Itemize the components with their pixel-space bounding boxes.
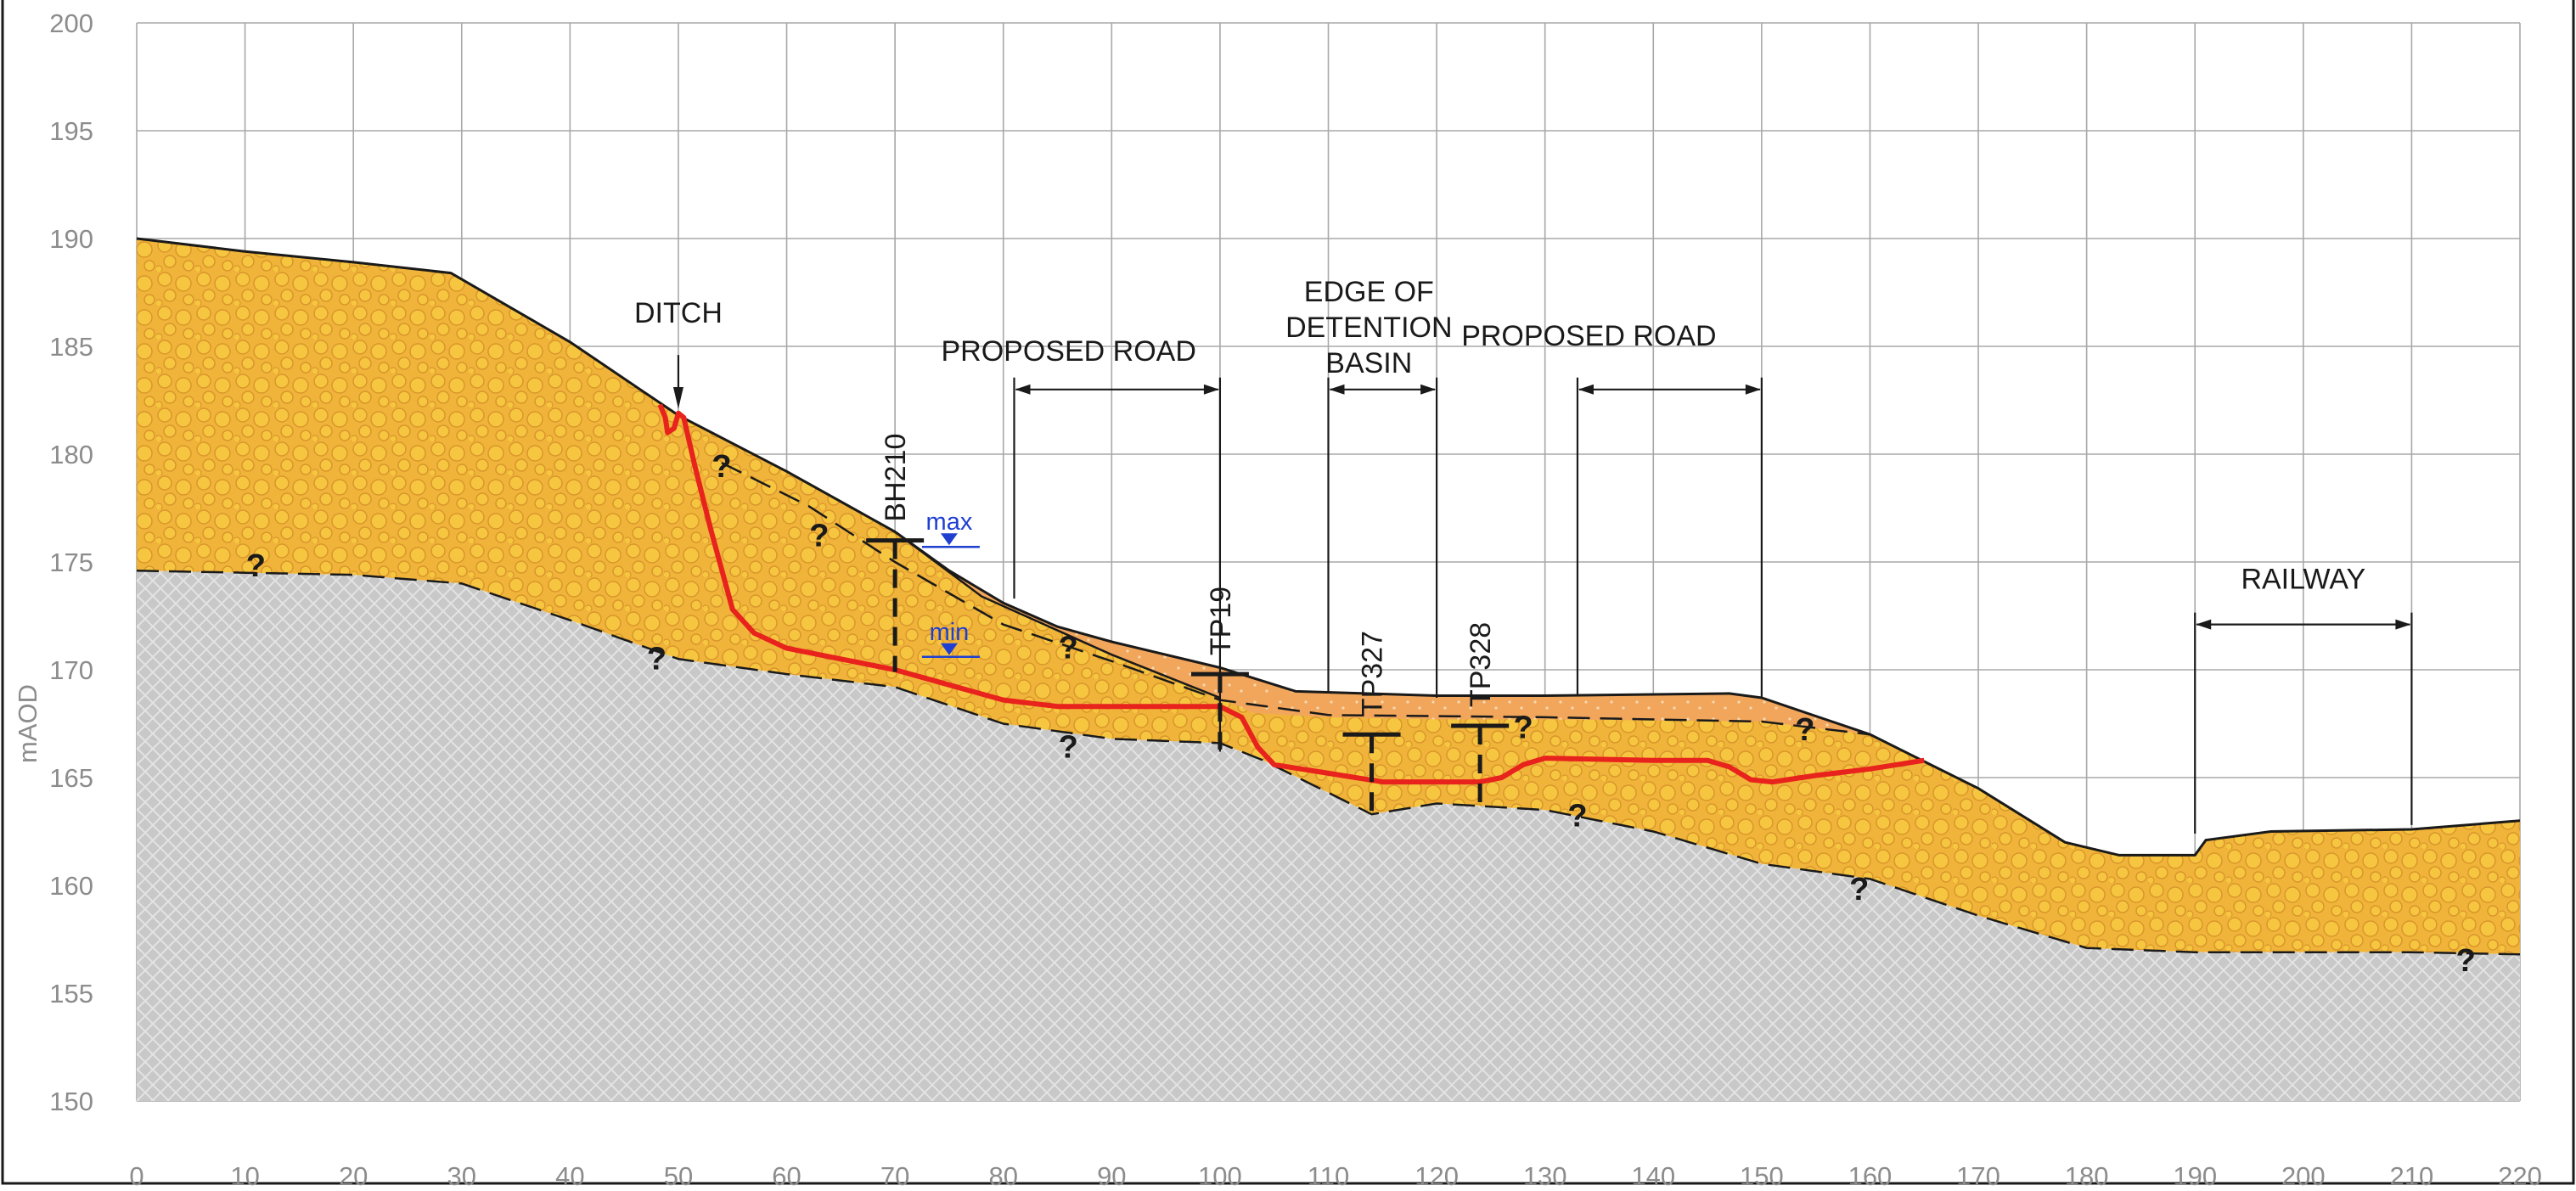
x-tick-label: 210 [2390,1161,2434,1191]
x-tick-label: 160 [1848,1161,1893,1191]
y-tick-label: 190 [49,224,93,254]
y-tick-label: 155 [49,979,93,1008]
strata [137,239,2520,1101]
ground-surface-line [136,237,2521,857]
borehole-label-TP328: TP328 [1465,622,1497,707]
y-tick-label: 175 [49,548,93,577]
made-ground-boundary-line [721,462,1870,736]
borehole-label-BH210: BH210 [880,434,912,522]
deposit-fill [137,239,2520,955]
x-tick-label: 200 [2281,1161,2326,1191]
detention-basin-arrow-left [1329,384,1345,395]
x-tick-label: 60 [772,1161,801,1191]
x-tick-label: 190 [2173,1161,2217,1191]
x-tick-label: 180 [2065,1161,2109,1191]
detention-basin-arrow-right [1420,384,1437,395]
uncertain-boundary-mark: ? [711,449,731,485]
proposed-road-1-label: PROPOSED ROAD [942,335,1196,368]
uncertain-boundary-mark: ? [809,519,829,554]
uncertain-boundary-mark: ? [1849,872,1869,907]
water-level-label-min: min [930,619,970,646]
x-tick-label: 30 [447,1161,476,1191]
y-axis-label: mAOD [13,684,42,763]
x-tick-label: 100 [1198,1161,1242,1191]
railway-arrow-left [2196,619,2212,630]
y-tick-label: 195 [49,116,93,146]
profile-lines [136,237,2521,956]
detention-basin-label-line-3: BASIN [1325,347,1412,379]
x-tick-label: 0 [129,1161,143,1191]
x-tick-label: 50 [664,1161,693,1191]
uncertain-boundary-mark: ? [1059,729,1078,765]
proposed-road-1-arrow-left [1015,384,1031,395]
ditch-arrow-head [672,387,683,409]
x-tick-label: 110 [1308,1161,1349,1191]
y-tick-label: 170 [49,655,93,685]
features [672,355,2413,834]
uncertain-boundary-mark: ? [246,548,266,584]
uncertain-boundary-mark: ? [647,641,666,677]
uncertain-boundary-mark: ? [1795,712,1814,748]
y-tick-label: 165 [49,763,93,793]
y-tick-label: 180 [49,440,93,469]
water-level-triangle-max [940,533,958,546]
water-level-triangle-min [940,643,958,655]
x-tick-label: 120 [1415,1161,1459,1191]
proposed-road-2-label: PROPOSED ROAD [1461,320,1716,352]
uncertain-boundary-mark: ? [1059,631,1078,666]
proposed-road-2-arrow-right [1745,384,1761,395]
x-tick-label: 10 [230,1161,259,1191]
x-tick-label: 90 [1097,1161,1126,1191]
detention-basin-label-line-2: DETENTION [1285,312,1452,344]
y-tick-label: 150 [49,1087,93,1116]
x-tick-label: 80 [988,1161,1017,1191]
railway-arrow-right [2395,619,2411,630]
bedrock-boundary-line [136,569,2521,956]
ditch-label: DITCH [634,297,723,329]
borehole-label-TP327: TP327 [1357,631,1389,716]
borehole-label-TP19: TP19 [1205,587,1237,655]
x-tick-label: 40 [555,1161,584,1191]
slip-surface-line [657,403,1925,785]
x-tick-label: 170 [1956,1161,2000,1191]
bedrock-fill [137,570,2520,1101]
y-tick-label: 185 [49,332,93,362]
x-tick-label: 20 [339,1161,368,1191]
y-tick-label: 200 [49,8,93,38]
x-tick-label: 150 [1740,1161,1784,1191]
x-tick-label: 220 [2498,1161,2542,1191]
water-level-label-max: max [926,508,973,536]
uncertain-boundary-mark: ? [1514,711,1533,746]
labels: BH210 TP19 TP327 TP328 max min DITCH PROPOSED R… [246,276,2476,979]
proposed-road-2-arrow-left [1578,384,1594,395]
x-tick-label: 140 [1631,1161,1675,1191]
x-tick-label: 70 [880,1161,909,1191]
made-ground-fill [895,531,1870,735]
y-tick-label: 160 [49,871,93,901]
x-tick-label: 130 [1523,1161,1567,1191]
detention-basin-label-line-1: EDGE OF [1304,276,1434,308]
uncertain-boundary-mark: ? [2456,943,2476,979]
proposed-road-1-arrow-right [1203,384,1219,395]
uncertain-boundary-mark: ? [1567,799,1587,834]
railway-label: RAILWAY [2241,564,2365,596]
